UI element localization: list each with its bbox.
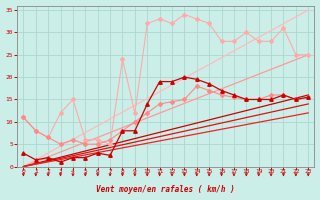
X-axis label: Vent moyen/en rafales ( km/h ): Vent moyen/en rafales ( km/h ) (96, 185, 235, 194)
